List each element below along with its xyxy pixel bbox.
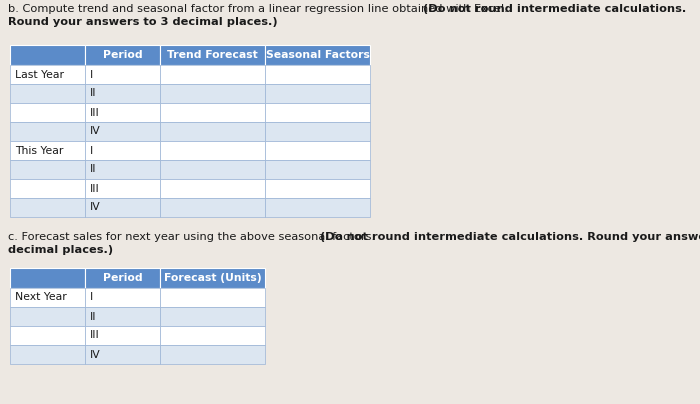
Bar [10, 122, 85, 141]
Bar [85, 268, 160, 288]
Bar [265, 65, 370, 84]
Text: II: II [90, 164, 97, 175]
Bar [265, 198, 370, 217]
Text: IV: IV [90, 202, 101, 213]
Bar [10, 179, 85, 198]
Bar [85, 179, 160, 198]
Bar [265, 122, 370, 141]
Text: Last Year: Last Year [15, 69, 64, 80]
Text: II: II [90, 88, 97, 99]
Bar [85, 345, 160, 364]
Text: b. Compute trend and seasonal factor from a linear regression line obtained with: b. Compute trend and seasonal factor fro… [8, 4, 512, 14]
Text: I: I [90, 69, 93, 80]
Text: decimal places.): decimal places.) [8, 245, 113, 255]
Bar [10, 268, 85, 288]
Bar [160, 179, 265, 198]
Bar [85, 307, 160, 326]
Bar [160, 288, 265, 307]
Bar [85, 326, 160, 345]
Text: Trend Forecast: Trend Forecast [167, 50, 258, 60]
Bar [160, 268, 265, 288]
Bar [85, 65, 160, 84]
Text: III: III [90, 183, 99, 194]
Text: Seasonal Factors: Seasonal Factors [265, 50, 370, 60]
Bar [265, 160, 370, 179]
Bar [160, 45, 265, 65]
Bar [10, 345, 85, 364]
Text: Round your answers to 3 decimal places.): Round your answers to 3 decimal places.) [8, 17, 278, 27]
Bar [10, 45, 85, 65]
Text: III: III [90, 330, 99, 341]
Bar [10, 326, 85, 345]
Bar [85, 122, 160, 141]
Text: (Do not round intermediate calculations.: (Do not round intermediate calculations. [424, 4, 687, 14]
Bar [10, 65, 85, 84]
Text: III: III [90, 107, 99, 118]
Bar [10, 84, 85, 103]
Text: Period: Period [103, 50, 142, 60]
Bar [265, 141, 370, 160]
Text: I: I [90, 145, 93, 156]
Bar [85, 288, 160, 307]
Bar [10, 160, 85, 179]
Bar [85, 198, 160, 217]
Bar [160, 103, 265, 122]
Bar [85, 103, 160, 122]
Bar [10, 198, 85, 217]
Bar [160, 160, 265, 179]
Bar [10, 288, 85, 307]
Bar [160, 345, 265, 364]
Text: IV: IV [90, 126, 101, 137]
Text: IV: IV [90, 349, 101, 360]
Bar [265, 45, 370, 65]
Bar [160, 141, 265, 160]
Bar [160, 122, 265, 141]
Bar [265, 179, 370, 198]
Text: I: I [90, 292, 93, 303]
Bar [85, 160, 160, 179]
Bar [160, 65, 265, 84]
Text: (Do not round intermediate calculations. Round your answers to 2: (Do not round intermediate calculations.… [319, 232, 700, 242]
Bar [160, 84, 265, 103]
Bar [85, 45, 160, 65]
Text: Next Year: Next Year [15, 292, 66, 303]
Bar [85, 84, 160, 103]
Bar [160, 307, 265, 326]
Text: II: II [90, 311, 97, 322]
Bar [265, 103, 370, 122]
Bar [10, 307, 85, 326]
Text: This Year: This Year [15, 145, 64, 156]
Bar [10, 103, 85, 122]
Bar [10, 141, 85, 160]
Text: Period: Period [103, 273, 142, 283]
Bar [265, 84, 370, 103]
Bar [85, 141, 160, 160]
Bar [160, 198, 265, 217]
Text: c. Forecast sales for next year using the above seasonal factors.: c. Forecast sales for next year using th… [8, 232, 379, 242]
Text: Forecast (Units): Forecast (Units) [164, 273, 261, 283]
Bar [160, 326, 265, 345]
